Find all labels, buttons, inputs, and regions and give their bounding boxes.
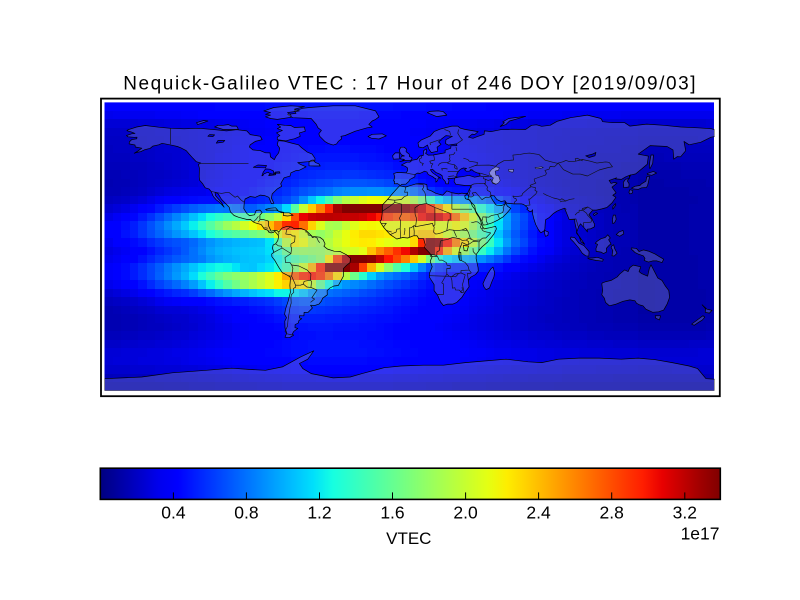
svg-text:3.2: 3.2	[673, 503, 697, 523]
svg-text:0.8: 0.8	[234, 503, 258, 523]
svg-text:2.4: 2.4	[526, 503, 551, 523]
svg-text:0.4: 0.4	[161, 503, 186, 523]
svg-text:2.0: 2.0	[453, 503, 478, 523]
svg-text:VTEC: VTEC	[386, 529, 431, 548]
svg-text:Nequick-Galileo VTEC : 17 Hour: Nequick-Galileo VTEC : 17 Hour of 246 DO…	[123, 73, 697, 94]
svg-text:1.6: 1.6	[380, 503, 404, 523]
svg-text:1e17: 1e17	[681, 524, 720, 544]
svg-text:2.8: 2.8	[600, 503, 624, 523]
svg-text:1.2: 1.2	[307, 503, 331, 523]
